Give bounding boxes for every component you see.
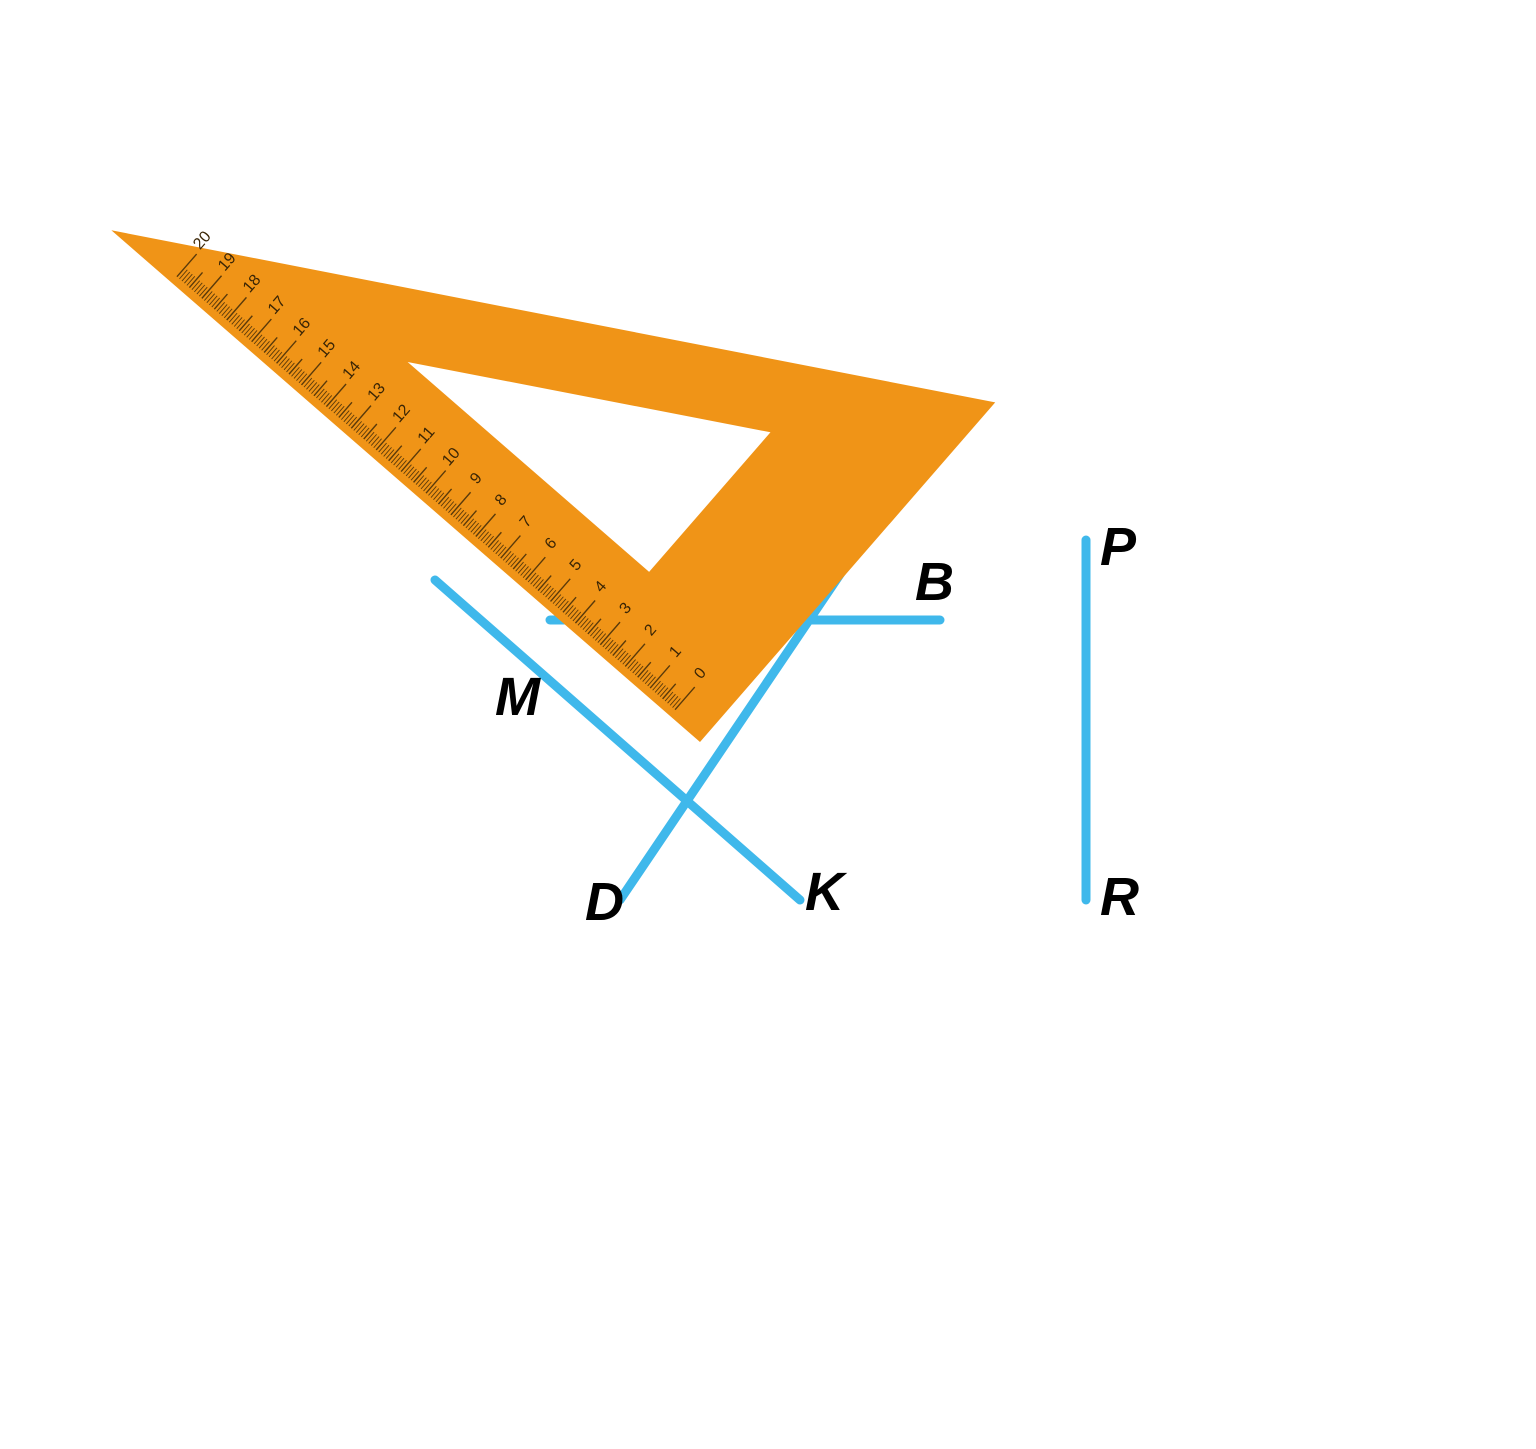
set-square-ruler: 01234567891011121314151617181920 bbox=[111, 0, 995, 742]
label-d: D bbox=[585, 872, 624, 932]
label-b: B bbox=[915, 552, 954, 612]
label-m: M bbox=[495, 667, 541, 727]
label-p: P bbox=[1100, 517, 1137, 577]
label-r: R bbox=[1100, 867, 1139, 927]
set-square-body bbox=[111, 0, 995, 742]
label-k: K bbox=[805, 862, 848, 922]
geometry-diagram: A B M K D P R 01234567891011121314151617… bbox=[0, 0, 1536, 1449]
